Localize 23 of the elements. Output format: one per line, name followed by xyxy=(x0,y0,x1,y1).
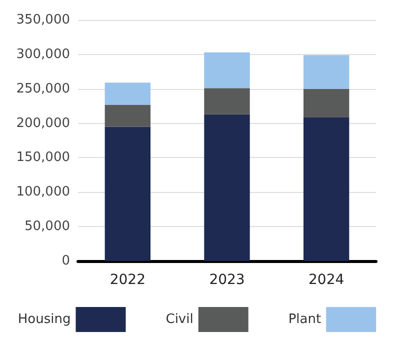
y-tick-label: 200,000 xyxy=(16,116,70,131)
bar xyxy=(303,55,350,89)
y-tick-label: 50,000 xyxy=(24,219,70,234)
y-tick-label: 0 xyxy=(62,254,70,268)
y-tick-label: 250,000 xyxy=(16,81,70,96)
bar xyxy=(204,88,250,114)
bar xyxy=(204,114,250,261)
bar xyxy=(303,88,350,118)
bar xyxy=(204,52,250,88)
bar xyxy=(104,104,151,127)
y-tick-label: 150,000 xyxy=(16,150,70,166)
y-tick-label: 300,000 xyxy=(16,46,70,62)
legend-label: Housing xyxy=(18,312,71,327)
x-tick-label: 2024 xyxy=(308,272,344,288)
bar xyxy=(303,117,350,261)
legend-label: Civil xyxy=(166,312,194,327)
bar xyxy=(104,126,151,261)
bar xyxy=(104,82,151,105)
x-tick-label: 2022 xyxy=(110,272,146,288)
legend-label: Plant xyxy=(288,312,322,327)
y-tick-label: 100,000 xyxy=(16,184,70,200)
x-tick-label: 2023 xyxy=(209,272,245,288)
y-tick-label: 350,000 xyxy=(16,12,70,28)
